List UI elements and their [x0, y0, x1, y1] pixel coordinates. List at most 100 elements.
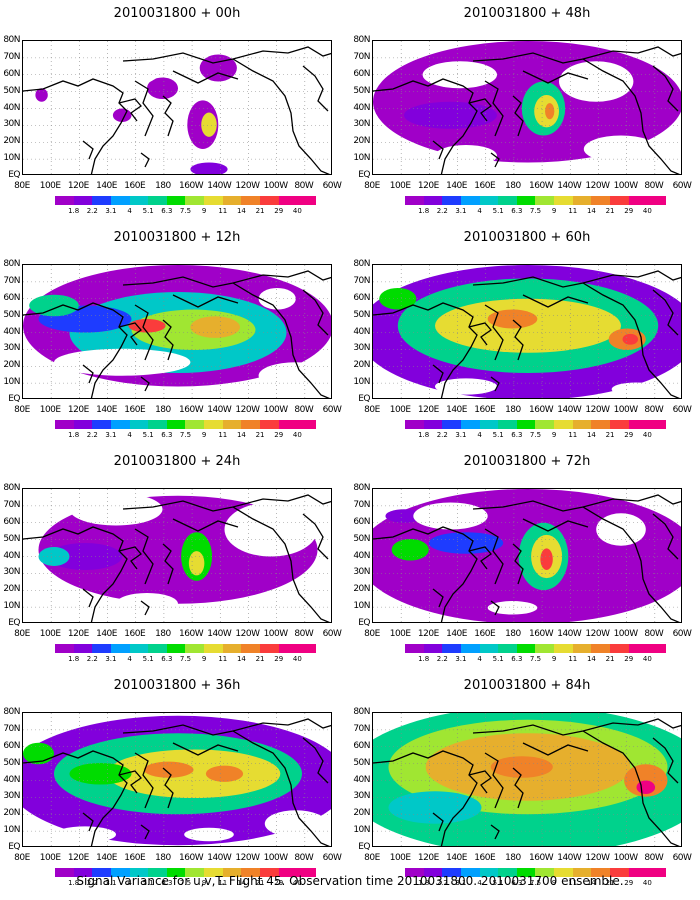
colorbar-swatch	[129, 868, 149, 877]
no-signal-area	[413, 502, 488, 530]
latitude-label: 80N	[353, 35, 370, 45]
coastline	[122, 718, 331, 736]
longitude-label: 160W	[179, 405, 204, 415]
latitude-label: 50N	[353, 309, 370, 320]
latitude-label: 10N	[353, 153, 370, 164]
coastline	[172, 742, 239, 756]
variance-contour	[190, 162, 228, 174]
coastline	[582, 58, 680, 174]
panel-title: 2010031800 + 00h	[113, 6, 241, 21]
coastline	[82, 364, 94, 384]
colorbar-label: 6.3	[511, 655, 523, 663]
panel-title: 2010031800 + 36h	[113, 678, 241, 693]
longitude-label: 120E	[417, 629, 439, 639]
colorbar-swatch	[516, 868, 536, 877]
colorbar-label: 9	[201, 207, 207, 215]
colorbar-label: 6.3	[511, 879, 523, 887]
coastline	[512, 95, 524, 137]
longitude-label: 100E	[39, 405, 61, 415]
coastline	[140, 824, 150, 840]
longitude-label: 120E	[67, 405, 89, 415]
colorbar-label: 1.8	[418, 655, 430, 663]
variance-contour	[188, 551, 205, 576]
colorbar	[405, 644, 666, 653]
colorbar-label: 9	[551, 431, 557, 439]
coastline	[302, 289, 329, 336]
map-canvas	[23, 265, 331, 398]
coastline	[432, 364, 444, 384]
coastline	[484, 80, 504, 137]
longitude-label: 80W	[294, 853, 314, 863]
longitude-label: 160W	[179, 853, 204, 863]
latitude-label: 70N	[3, 499, 20, 510]
colorbar-label: 40	[642, 431, 652, 439]
longitude-label: 100W	[263, 629, 289, 639]
latitude-label: 60N	[353, 292, 370, 303]
colorbar-swatch	[591, 196, 611, 205]
coastline	[432, 140, 444, 160]
latitude-label: 40N	[353, 774, 370, 785]
no-signal-area	[54, 826, 116, 843]
colorbar-label: 11	[218, 655, 228, 663]
colorbar-label: 5.1	[142, 207, 154, 215]
coastline	[302, 737, 329, 784]
colorbar-swatch	[55, 644, 74, 653]
colorbar-swatch	[498, 644, 517, 653]
colorbar-label: 21	[605, 207, 615, 215]
variance-contour	[545, 103, 555, 120]
colorbar-label: 11	[568, 431, 578, 439]
latitude-label: 10N	[3, 153, 20, 164]
coastline	[652, 289, 679, 336]
variance-contour	[143, 761, 194, 778]
latitude-label: 50N	[353, 533, 370, 544]
colorbar-swatch	[498, 868, 517, 877]
forecast-panel: 2010031800 + 36h 80N 70N 60N 50N 40N 30N 20N 10N…	[0, 672, 350, 894]
colorbar-swatch	[498, 196, 517, 205]
colorbar-label: 1.8	[68, 879, 80, 887]
longitude-label: 60W	[322, 629, 342, 639]
longitude-label: 80E	[364, 405, 380, 415]
coastline	[472, 718, 681, 736]
longitude-label: 80W	[644, 181, 664, 191]
longitude-label: 140E	[446, 181, 467, 191]
colorbar-label: 21	[605, 879, 615, 887]
colorbar-swatch	[498, 420, 517, 429]
colorbar-label: 7.5	[529, 207, 542, 215]
latitude-label: 10N	[353, 377, 370, 388]
colorbar-label: 3.1	[455, 879, 467, 887]
latitude-label: 60N	[3, 740, 20, 751]
coastline	[118, 770, 142, 794]
coastline	[582, 730, 680, 846]
colorbar-label: 11	[568, 207, 578, 215]
latitude-label: EQ	[358, 170, 370, 180]
variance-map	[372, 712, 682, 847]
longitude-label: 100E	[389, 181, 411, 191]
colorbar-swatch	[554, 196, 573, 205]
latitude-label: 70N	[3, 275, 20, 286]
colorbar-label: 11	[218, 207, 228, 215]
longitude-label: 60W	[322, 181, 342, 191]
colorbar-label: 1.8	[418, 431, 430, 439]
forecast-panel: 2010031800 + 84h 80N 70N 60N 50N 40N 30N 20N 10N…	[350, 672, 700, 894]
colorbar-swatch	[442, 644, 461, 653]
colorbar-swatch	[92, 196, 111, 205]
colorbar-swatch	[204, 868, 223, 877]
latitude-label: 60N	[3, 516, 20, 527]
colorbar-swatch	[278, 196, 298, 205]
colorbar-swatch	[241, 868, 261, 877]
colorbar-label: 7.5	[179, 207, 192, 215]
longitude-label: 80E	[14, 405, 30, 415]
variance-contour	[622, 333, 639, 345]
colorbar-label: 2.2	[436, 207, 448, 215]
longitude-label: 100E	[39, 629, 61, 639]
longitude-label: 120W	[585, 629, 610, 639]
colorbar-swatch	[647, 196, 666, 205]
forecast-panel: 2010031800 + 72h 80N 70N 60N 50N 40N 30N 20N 10N…	[350, 448, 700, 670]
variance-map	[372, 40, 682, 175]
coastline	[490, 824, 500, 840]
coastline	[118, 546, 142, 570]
colorbar-label: 29	[624, 655, 634, 663]
latitude-label: 20N	[3, 136, 20, 147]
map-canvas	[23, 41, 331, 174]
coastline	[512, 543, 524, 585]
